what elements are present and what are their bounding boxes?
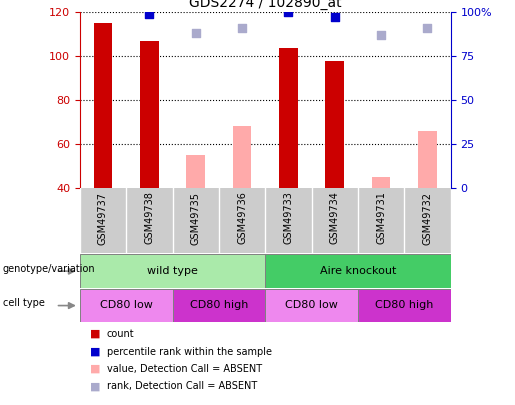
Bar bbox=[80, 254, 265, 288]
Text: CD80 high: CD80 high bbox=[375, 301, 434, 310]
Point bbox=[377, 32, 385, 38]
Bar bbox=[372, 177, 390, 188]
Text: percentile rank within the sample: percentile rank within the sample bbox=[107, 347, 271, 356]
Text: GSM49735: GSM49735 bbox=[191, 192, 201, 245]
Text: count: count bbox=[107, 329, 134, 339]
Text: GSM49732: GSM49732 bbox=[422, 192, 433, 245]
Text: cell type: cell type bbox=[3, 298, 44, 308]
Bar bbox=[265, 254, 451, 288]
Bar bbox=[186, 155, 205, 188]
Text: ■: ■ bbox=[90, 364, 100, 374]
Bar bbox=[140, 41, 159, 188]
Bar bbox=[418, 131, 437, 188]
Text: GSM49736: GSM49736 bbox=[237, 192, 247, 245]
Text: GSM49738: GSM49738 bbox=[144, 192, 154, 245]
Text: CD80 low: CD80 low bbox=[100, 301, 152, 310]
Text: rank, Detection Call = ABSENT: rank, Detection Call = ABSENT bbox=[107, 382, 257, 391]
Point bbox=[331, 14, 339, 21]
Bar bbox=[80, 289, 173, 322]
Text: ■: ■ bbox=[90, 347, 100, 356]
Text: wild type: wild type bbox=[147, 266, 198, 276]
Text: ■: ■ bbox=[90, 329, 100, 339]
Bar bbox=[173, 289, 265, 322]
Title: GDS2274 / 102890_at: GDS2274 / 102890_at bbox=[189, 0, 341, 10]
Text: CD80 high: CD80 high bbox=[190, 301, 248, 310]
Text: GSM49737: GSM49737 bbox=[98, 192, 108, 245]
Bar bbox=[265, 289, 358, 322]
Bar bbox=[358, 289, 451, 322]
Text: ■: ■ bbox=[90, 382, 100, 391]
Bar bbox=[233, 126, 251, 188]
Text: GSM49734: GSM49734 bbox=[330, 192, 340, 245]
Text: value, Detection Call = ABSENT: value, Detection Call = ABSENT bbox=[107, 364, 262, 374]
Point bbox=[423, 25, 432, 31]
Text: GSM49733: GSM49733 bbox=[283, 192, 294, 245]
Point bbox=[284, 9, 293, 15]
Text: CD80 low: CD80 low bbox=[285, 301, 338, 310]
Point bbox=[238, 25, 246, 31]
Point bbox=[145, 11, 153, 17]
Bar bbox=[94, 23, 112, 188]
Text: genotype/variation: genotype/variation bbox=[3, 264, 95, 274]
Text: GSM49731: GSM49731 bbox=[376, 192, 386, 245]
Text: Aire knockout: Aire knockout bbox=[320, 266, 396, 276]
Point bbox=[192, 30, 200, 36]
Bar bbox=[325, 61, 344, 188]
Bar bbox=[279, 49, 298, 188]
